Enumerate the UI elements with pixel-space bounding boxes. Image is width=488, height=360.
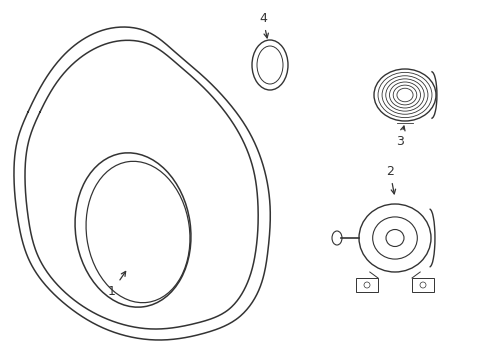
Text: 2: 2 [385, 165, 395, 194]
Text: 3: 3 [395, 126, 404, 148]
Text: 1: 1 [108, 271, 125, 298]
Text: 4: 4 [259, 12, 268, 38]
